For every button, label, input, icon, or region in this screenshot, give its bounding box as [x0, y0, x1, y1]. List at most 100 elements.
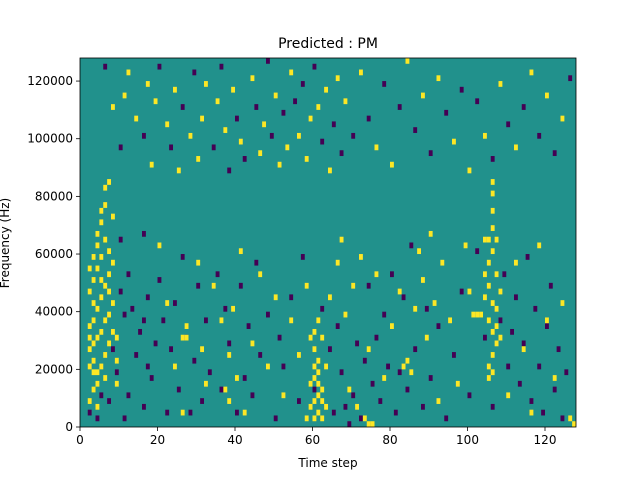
heatmap-cell — [250, 340, 255, 347]
heatmap-cell — [142, 230, 146, 237]
heatmap-cell — [161, 317, 166, 324]
y-tick-label: 60000 — [35, 247, 73, 261]
heatmap-cell — [227, 167, 232, 174]
heatmap-cell — [366, 346, 371, 353]
y-tick-label: 80000 — [35, 189, 73, 203]
heatmap-cell — [545, 92, 549, 99]
heatmap-cell — [490, 403, 495, 410]
heatmap-cell — [343, 98, 348, 105]
heatmap-background — [80, 58, 576, 427]
heatmap-cell — [467, 167, 472, 174]
heatmap-cell — [204, 81, 208, 87]
heatmap-cell — [95, 334, 100, 341]
heatmap-cell — [99, 277, 104, 283]
heatmap-cell — [149, 375, 154, 381]
heatmap-cell — [87, 363, 92, 370]
heatmap-cell — [320, 305, 325, 312]
heatmap-cell — [312, 328, 317, 335]
heatmap-cell — [87, 265, 92, 272]
heatmap-cell — [339, 369, 344, 376]
heatmap-cell — [312, 386, 317, 393]
heatmap-cell — [122, 92, 127, 99]
heatmap-cell — [231, 305, 236, 312]
heatmap-cell — [421, 92, 425, 99]
heatmap-cell — [312, 363, 317, 370]
heatmap-cell — [176, 167, 181, 174]
heatmap-cell — [421, 277, 425, 283]
heatmap-cell — [262, 121, 267, 128]
heatmap-cell — [227, 352, 232, 358]
heatmap-cell — [548, 282, 553, 289]
heatmap-cell — [343, 403, 348, 410]
y-tick-label: 100000 — [27, 132, 73, 146]
heatmap-cell — [490, 352, 495, 358]
heatmap-cell — [297, 398, 301, 404]
heatmap-cell — [103, 236, 108, 243]
heatmap-cell — [95, 305, 100, 312]
heatmap-cell — [173, 86, 177, 93]
heatmap-cell — [219, 386, 224, 393]
heatmap-cell — [103, 184, 108, 191]
heatmap-cell — [370, 380, 375, 387]
heatmap-cell — [397, 288, 402, 295]
heatmap-cell — [521, 340, 526, 347]
heatmap-cell — [316, 104, 321, 110]
heatmap-cell — [103, 317, 108, 324]
heatmap-cell — [370, 421, 375, 427]
x-tick-label: 40 — [227, 433, 242, 447]
heatmap-cell — [444, 109, 449, 116]
heatmap-cell — [320, 415, 325, 422]
heatmap-cell — [258, 352, 263, 358]
heatmap-cell — [200, 398, 205, 404]
heatmap-cell — [452, 352, 456, 358]
x-tick-label: 100 — [456, 433, 479, 447]
heatmap-cell — [316, 380, 321, 387]
heatmap-cell — [498, 81, 503, 87]
heatmap-cell — [169, 346, 174, 353]
heatmap-cell — [328, 294, 332, 301]
heatmap-cell — [366, 421, 371, 427]
heatmap-cell — [300, 81, 305, 87]
heatmap-cell — [165, 300, 170, 306]
heatmap-cell — [235, 409, 239, 416]
heatmap-cell — [347, 421, 352, 427]
heatmap-cell — [467, 392, 472, 399]
heatmap-cell — [107, 179, 112, 185]
heatmap-cell — [99, 219, 104, 226]
heatmap-cell — [153, 340, 158, 347]
heatmap-cell — [87, 398, 92, 404]
heatmap-cell — [486, 363, 491, 370]
heatmap-cell — [552, 375, 557, 381]
heatmap-cell — [95, 415, 100, 422]
heatmap-cell — [219, 317, 224, 324]
heatmap-cell — [188, 409, 193, 416]
heatmap-cell — [192, 357, 197, 364]
heatmap-cell — [351, 132, 356, 139]
heatmap-cell — [552, 386, 557, 393]
heatmap-cell — [211, 282, 216, 289]
heatmap-cell — [436, 398, 441, 404]
heatmap-cell — [300, 254, 305, 260]
heatmap-cell — [153, 98, 158, 105]
heatmap-cell — [514, 144, 518, 151]
heatmap-cell — [506, 363, 511, 370]
heatmap-cell — [200, 115, 205, 122]
heatmap-cell — [362, 415, 367, 422]
heatmap-cell — [134, 352, 139, 358]
heatmap-cell — [359, 69, 363, 76]
heatmap-cell — [223, 127, 228, 133]
heatmap-cell — [111, 104, 115, 110]
heatmap-cell — [235, 115, 239, 122]
heatmap-cell — [459, 288, 464, 295]
heatmap-cells — [87, 58, 577, 427]
heatmap-cell — [390, 161, 394, 168]
heatmap-cell — [250, 75, 255, 82]
heatmap-cell — [382, 311, 387, 318]
heatmap-cell — [486, 259, 491, 266]
heatmap-cell — [556, 346, 561, 353]
heatmap-cell — [273, 415, 278, 422]
heatmap-cell — [173, 363, 177, 370]
heatmap-cell — [118, 236, 123, 243]
x-tick-label: 0 — [76, 433, 84, 447]
x-tick-label: 120 — [534, 433, 557, 447]
